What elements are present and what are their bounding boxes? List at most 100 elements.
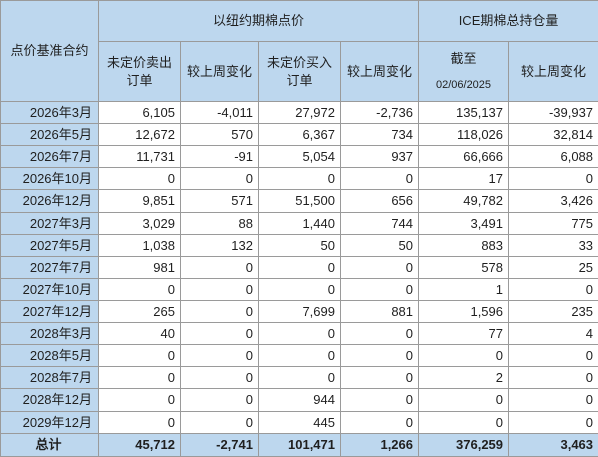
buy-cell: 0: [258, 167, 341, 191]
oi-cell: 2: [418, 366, 510, 390]
table-row: 2027年7月 981 0 0 0 578 25: [0, 255, 598, 279]
oi-cell: 1,596: [418, 299, 510, 324]
unpriced-buy-header: 未定价买入订单: [258, 41, 341, 102]
table-row: 2026年12月 9,851 571 51,500 656 49,782 3,426: [0, 189, 598, 213]
sell-change-cell: 570: [180, 123, 259, 147]
oi-change-cell: 0: [508, 277, 598, 301]
oi-change-cell: 4: [508, 322, 598, 346]
oi-change-cell: 6,088: [508, 145, 598, 169]
buy-change-cell: 0: [339, 388, 420, 412]
sell-cell: 3,029: [98, 211, 181, 235]
buy-change-cell: 881: [339, 299, 420, 324]
buy-change-cell: 937: [339, 145, 420, 169]
sell-cell: 981: [98, 255, 181, 279]
contract-cell: 2026年10月: [0, 167, 99, 191]
total-sell-change: -2,741: [180, 432, 259, 457]
sell-cell: 0: [98, 388, 181, 412]
contract-cell: 2028年5月: [0, 344, 99, 368]
total-buy: 101,471: [258, 432, 341, 457]
buy-change-cell: 744: [339, 211, 420, 235]
oi-change-cell: 0: [508, 344, 598, 368]
sell-cell: 0: [98, 277, 181, 301]
oi-cell: 49,782: [418, 189, 510, 213]
sell-change-cell: 0: [180, 366, 259, 390]
buy-change-cell: 0: [339, 344, 420, 368]
oi-cell: 3,491: [418, 211, 510, 235]
oi-change-cell: 0: [508, 366, 598, 390]
table-row: 2026年10月 0 0 0 0 17 0: [0, 167, 598, 191]
oi-cell: 0: [418, 344, 510, 368]
contract-cell: 2026年7月: [0, 145, 99, 169]
contract-cell: 2028年7月: [0, 366, 99, 390]
total-sell: 45,712: [98, 432, 181, 457]
buy-cell: 1,440: [258, 211, 341, 235]
buy-change-header: 较上周变化: [339, 41, 420, 102]
oi-cell: 883: [418, 233, 510, 257]
buy-change-cell: 0: [339, 322, 420, 346]
sell-change-cell: 0: [180, 255, 259, 279]
sell-change-cell: 0: [180, 167, 259, 191]
nyf-group-header: 以纽约期棉点价: [97, 0, 420, 42]
buy-change-cell: -2,736: [339, 100, 420, 125]
buy-cell: 0: [258, 366, 341, 390]
sell-cell: 9,851: [98, 189, 181, 213]
table-header: 点价基准合约 以纽约期棉点价 ICE期棉总持仓量 未定价卖出订单 较上周变化 未…: [0, 0, 598, 102]
oi-cell: 0: [418, 410, 510, 434]
buy-cell: 50: [258, 233, 341, 257]
sell-change-cell: 88: [180, 211, 259, 235]
table-row: 2026年5月 12,672 570 6,367 734 118,026 32,814: [0, 123, 598, 147]
table-row: 2028年7月 0 0 0 0 2 0: [0, 366, 598, 390]
buy-cell: 944: [258, 388, 341, 412]
sell-change-cell: 0: [180, 388, 259, 412]
table-row: 2029年12月 0 0 445 0 0 0: [0, 410, 598, 434]
buy-cell: 445: [258, 410, 341, 434]
contract-cell: 2027年12月: [0, 299, 99, 324]
contract-cell: 2028年12月: [0, 388, 99, 412]
buy-change-cell: 0: [339, 277, 420, 301]
oi-change-cell: 775: [508, 211, 598, 235]
oi-change-cell: 32,814: [508, 123, 598, 147]
sell-change-cell: 0: [180, 344, 259, 368]
oi-change-cell: -39,937: [508, 100, 598, 125]
sell-change-cell: 0: [180, 410, 259, 434]
sell-cell: 0: [98, 410, 181, 434]
table-row: 2027年5月 1,038 132 50 50 883 33: [0, 233, 598, 257]
contract-cell: 2027年5月: [0, 233, 99, 257]
table-row: 2028年3月 40 0 0 0 77 4: [0, 322, 598, 346]
buy-change-cell: 656: [339, 189, 420, 213]
ice-group-header: ICE期棉总持仓量: [418, 0, 598, 42]
total-buy-change: 1,266: [339, 432, 420, 457]
sell-cell: 265: [98, 299, 181, 324]
buy-change-cell: 734: [339, 123, 420, 147]
oi-change-cell: 0: [508, 410, 598, 434]
buy-cell: 27,972: [258, 100, 341, 125]
total-oi: 376,259: [418, 432, 510, 457]
oi-cell: 17: [418, 167, 510, 191]
table-row: 2027年3月 3,029 88 1,440 744 3,491 775: [0, 211, 598, 235]
buy-change-cell: 50: [339, 233, 420, 257]
oi-change-cell: 25: [508, 255, 598, 279]
sell-cell: 12,672: [98, 123, 181, 147]
table-row: 2028年12月 0 0 944 0 0 0: [0, 388, 598, 412]
oi-change-cell: 33: [508, 233, 598, 257]
corner-header: 点价基准合约: [0, 0, 99, 102]
table-row: 2027年12月 265 0 7,699 881 1,596 235: [0, 299, 598, 324]
oi-cell: 77: [418, 322, 510, 346]
contract-cell: 2027年10月: [0, 277, 99, 301]
buy-cell: 7,699: [258, 299, 341, 324]
buy-cell: 0: [258, 277, 341, 301]
table-row: 2027年10月 0 0 0 0 1 0: [0, 277, 598, 301]
table-row: 2028年5月 0 0 0 0 0 0: [0, 344, 598, 368]
asof-header: 截至 02/06/2025: [418, 41, 510, 102]
oi-cell: 1: [418, 277, 510, 301]
buy-cell: 0: [258, 255, 341, 279]
sell-change-cell: 0: [180, 299, 259, 324]
buy-change-cell: 0: [339, 255, 420, 279]
sell-change-cell: -91: [180, 145, 259, 169]
sell-change-cell: 0: [180, 322, 259, 346]
oi-cell: 135,137: [418, 100, 510, 125]
contract-cell: 2026年5月: [0, 123, 99, 147]
sell-cell: 40: [98, 322, 181, 346]
buy-cell: 0: [258, 344, 341, 368]
